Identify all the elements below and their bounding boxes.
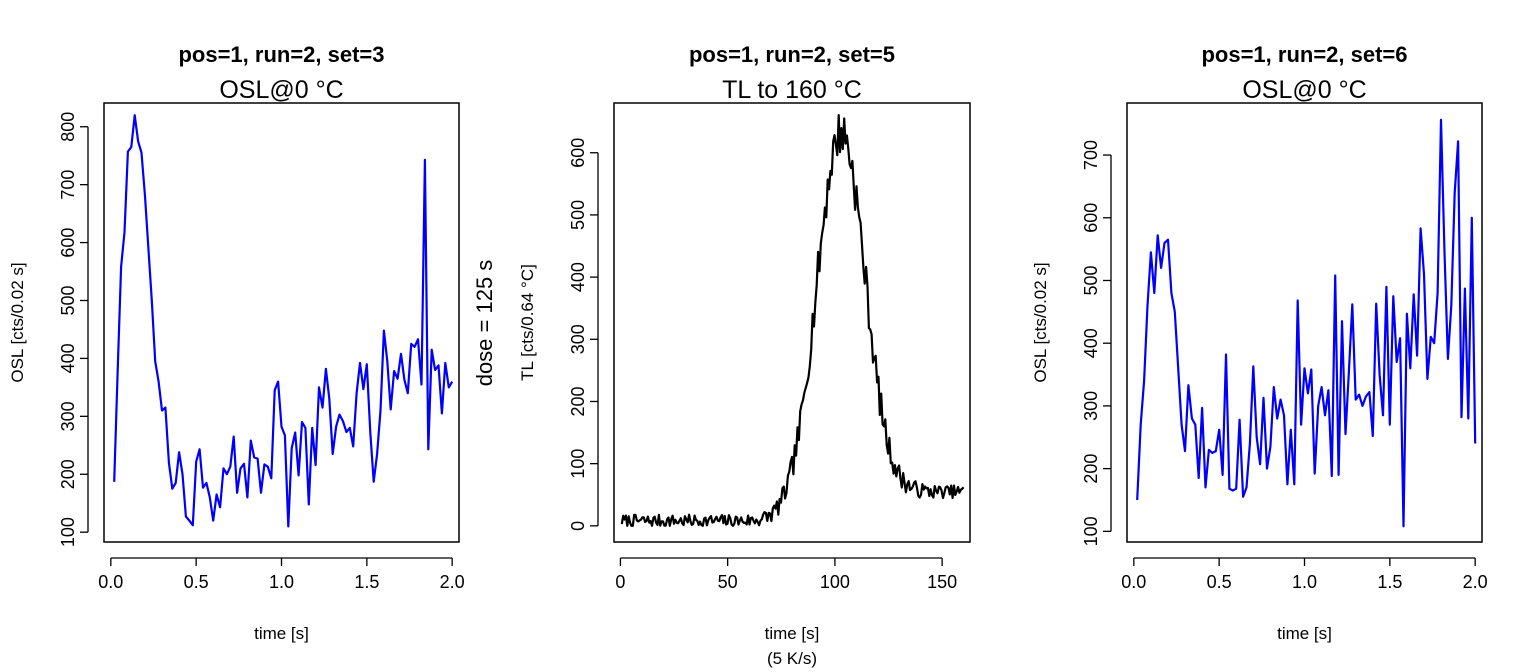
panel-tl-set5: pos=1, run=2, set=5 TL to 160 °C 0 50 100 150… <box>518 42 971 668</box>
y-tick-label-set3: 500 <box>58 285 78 315</box>
data-line-set5 <box>620 113 965 527</box>
chart-title-set6: pos=1, run=2, set=6 <box>1201 42 1407 67</box>
x-axis-sublabel-set5: (5 K/s) <box>767 649 817 668</box>
chart-subtitle-set6: OSL@0 °C <box>1242 76 1366 104</box>
y-tick-label-set6: 700 <box>1081 140 1101 170</box>
y-tick-label-set5: 600 <box>568 138 588 168</box>
y-tick-label-set5: 500 <box>568 200 588 230</box>
y-axis-label-set3: OSL [cts/0.02 s] <box>8 262 27 382</box>
x-tick-label-set3: 0.0 <box>98 572 123 592</box>
x-tick-label-set6: 1.0 <box>1292 572 1317 592</box>
y-tick-label-set6: 100 <box>1081 516 1101 546</box>
x-tick-label-set6: 0.0 <box>1121 572 1146 592</box>
panel-osl-set6: pos=1, run=2, set=6 OSL@0 °C 0.0 0.5 1.0 1.5 2… <box>1031 42 1488 643</box>
y-axis-label-set6: OSL [cts/0.02 s] <box>1031 262 1050 382</box>
data-line-set6 <box>1136 118 1477 528</box>
chart-title-set3: pos=1, run=2, set=3 <box>178 42 384 67</box>
x-tick-label-set5: 0 <box>615 572 625 592</box>
y-tick-label-set5: 100 <box>568 449 588 479</box>
y-tick-label-set3: 200 <box>58 459 78 489</box>
dose-side-label: dose = 125 s <box>472 260 497 387</box>
x-tick-label-set5: 100 <box>820 572 850 592</box>
y-tick-label-set6: 400 <box>1081 328 1101 358</box>
x-tick-label-set3: 0.5 <box>184 572 209 592</box>
y-tick-label-set3: 400 <box>58 343 78 373</box>
y-tick-label-set5: 200 <box>568 386 588 416</box>
data-line-set3 <box>113 114 454 528</box>
y-tick-label-set6: 600 <box>1081 203 1101 233</box>
plot-frame-set3 <box>103 102 460 543</box>
y-tick-label-set3: 800 <box>58 112 78 142</box>
x-tick-label-set5: 50 <box>718 572 738 592</box>
y-tick-label-set6: 500 <box>1081 265 1101 295</box>
x-axis-label-set3: time [s] <box>254 624 309 643</box>
y-tick-label-set3: 100 <box>58 517 78 547</box>
x-tick-label-set6: 0.5 <box>1207 572 1232 592</box>
x-tick-label-set3: 1.5 <box>354 572 379 592</box>
y-tick-label-set3: 700 <box>58 170 78 200</box>
y-tick-label-set5: 0 <box>568 521 588 531</box>
y-tick-label-set3: 300 <box>58 401 78 431</box>
y-tick-label-set5: 400 <box>568 262 588 292</box>
plot-frame-set6 <box>1126 102 1483 543</box>
y-tick-label-set3: 600 <box>58 228 78 258</box>
y-axis-label-set5: TL [cts/0.64 °C] <box>518 264 537 381</box>
chart-title-set5: pos=1, run=2, set=5 <box>689 42 895 67</box>
chart-subtitle-set3: OSL@0 °C <box>219 76 343 104</box>
x-tick-label-set5: 150 <box>927 572 957 592</box>
y-tick-label-set5: 300 <box>568 324 588 354</box>
y-tick-label-set6: 200 <box>1081 454 1101 484</box>
panel-osl-set3: pos=1, run=2, set=3 OSL@0 °C 0.0 0.5 1.0 1.5 2… <box>8 42 465 643</box>
x-tick-label-set6: 2.0 <box>1463 572 1488 592</box>
x-axis-label-set6: time [s] <box>1277 624 1332 643</box>
x-tick-label-set3: 1.0 <box>269 572 294 592</box>
x-axis-label-set5: time [s] <box>765 624 820 643</box>
chart-subtitle-set5: TL to 160 °C <box>722 76 862 104</box>
x-tick-label-set6: 1.5 <box>1377 572 1402 592</box>
y-tick-label-set6: 300 <box>1081 391 1101 421</box>
plot-frame-set5 <box>613 102 971 543</box>
x-tick-label-set3: 2.0 <box>440 572 465 592</box>
